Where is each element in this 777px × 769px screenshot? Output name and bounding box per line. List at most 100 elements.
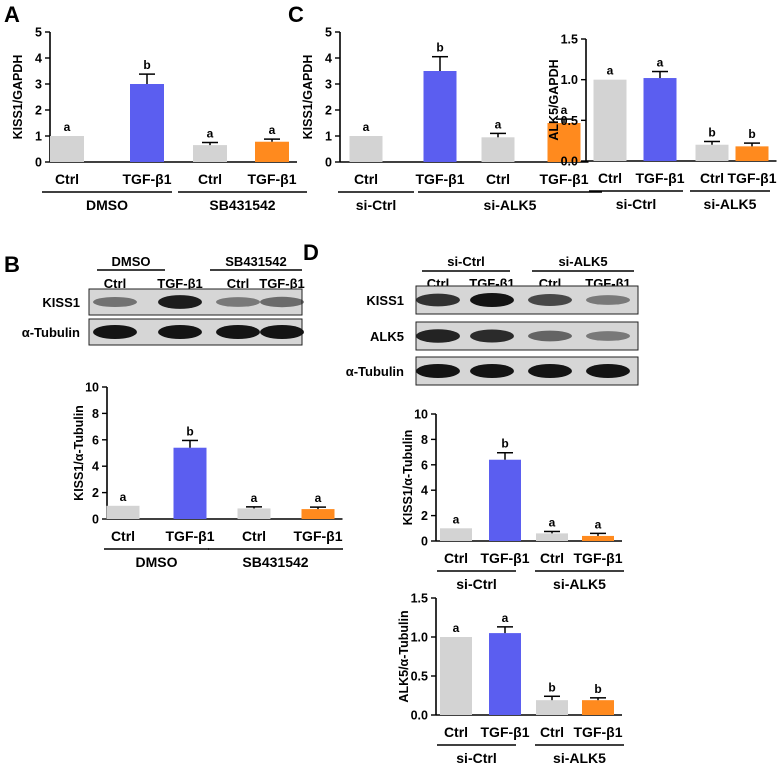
bar [423,71,457,162]
significance-letter: b [748,127,755,141]
blot-band [470,293,514,307]
group-label: si-Ctrl [616,196,656,212]
y-axis-label: KISS1/GAPDH [11,55,25,140]
y-tick-label: 0 [421,535,428,549]
y-axis-label: KISS1/α-Tubulin [401,430,415,526]
significance-letter: a [453,621,460,635]
significance-letter: b [708,125,715,139]
bar [582,700,614,715]
category-label: Ctrl [444,550,468,566]
group-label: SB431542 [242,554,308,570]
blot-band [93,296,137,308]
western-blot-b: DMSO SB431542 Ctrl TGF-β1 Ctrl TGF-β1 KISS1 α-T… [22,254,305,346]
category-label: Ctrl [700,170,724,186]
group-label: SB431542 [209,197,275,213]
y-tick-label: 10 [414,408,428,422]
category-label: TGF-β1 [248,171,297,187]
significance-letter: a [251,491,258,505]
blot-band [260,325,304,339]
y-tick-label: 1 [325,130,332,144]
significance-letter: a [561,103,568,117]
bar [173,447,207,519]
category-label: TGF-β1 [294,528,343,544]
y-tick-label: 4 [421,484,428,498]
chart-c-kiss1-gapdh: 0 1 2 3 4 5 KISS1/GAPDH a Ctrl b TGF-β1 a Ctrl a TGF-β… [301,26,602,213]
blot-band [586,364,630,378]
significance-letter: b [501,437,508,451]
y-axis-label: ALK5/α-Tubulin [397,610,411,702]
panel-letter-b: B [4,252,20,277]
bar [536,700,568,715]
significance-letter: a [549,515,556,529]
blot-lane-label: TGF-β1 [259,276,305,291]
significance-letter: b [143,58,150,72]
y-tick-label: 1.5 [411,592,428,606]
y-axis-label: ALK5/GAPDH [547,59,561,140]
significance-letter: b [548,680,555,694]
y-tick-label: 2 [92,486,99,500]
category-label: TGF-β1 [574,724,623,740]
bar [547,123,581,162]
y-tick-label: 3 [35,78,42,92]
bar [593,79,627,161]
category-label: Ctrl [444,724,468,740]
bar [643,78,677,161]
bar [440,637,472,715]
blot-band [416,329,460,343]
category-label: TGF-β1 [481,550,530,566]
category-label: TGF-β1 [728,170,777,186]
group-label: si-Ctrl [356,197,396,213]
blot-band [216,297,260,307]
y-tick-label: 0 [92,513,99,527]
category-label: Ctrl [540,550,564,566]
group-label: si-Ctrl [456,750,496,766]
bar [193,145,227,162]
bar [536,533,568,541]
y-tick-label: 5 [35,26,42,40]
blot-group-label: DMSO [112,254,151,269]
bar [349,136,383,162]
bar [481,137,515,162]
panel-letter-c: C [288,2,304,27]
blot-row-label: KISS1 [366,293,404,308]
significance-letter: a [502,611,509,625]
blot-band [416,364,460,378]
blot-group-label: SB431542 [225,254,286,269]
category-label: TGF-β1 [123,171,172,187]
y-tick-label: 0 [325,156,332,170]
significance-letter: a [607,64,614,78]
y-tick-label: 4 [35,52,42,66]
significance-letter: a [315,491,322,505]
bar [582,535,614,541]
blot-group-label: si-Ctrl [447,254,485,269]
bar [440,528,472,541]
y-axis-label: KISS1/GAPDH [301,55,315,140]
blot-band [470,364,514,378]
significance-letter: a [363,120,370,134]
chart-d-kiss1-tubulin: 0 2 4 6 8 10 KISS1/α-Tubulin a Ctrl b TGF-β1 a Ctrl a… [401,408,624,592]
category-label: TGF-β1 [540,171,589,187]
bar [50,136,84,162]
panel-letter-d: D [303,240,319,265]
y-tick-label: 6 [92,433,99,447]
bar [735,146,769,161]
y-tick-label: 8 [92,407,99,421]
significance-letter: a [269,123,276,137]
blot-band [586,295,630,305]
y-tick-label: 0 [35,156,42,170]
category-label: Ctrl [111,528,135,544]
group-label: si-ALK5 [704,196,757,212]
significance-letter: a [657,56,664,70]
y-tick-label: 0.5 [561,114,578,128]
category-label: TGF-β1 [574,550,623,566]
bar [255,141,289,162]
blot-band [416,293,460,307]
y-tick-label: 2 [421,509,428,523]
chart-a-kiss1-gapdh: 0 1 2 3 4 5 KISS1/GAPDH a Ctrl b TGF-β1 a Ctrl a TGF-β… [11,26,307,213]
y-tick-label: 1 [35,130,42,144]
bar [106,505,140,519]
blot-band [528,294,572,306]
bar [489,459,521,541]
